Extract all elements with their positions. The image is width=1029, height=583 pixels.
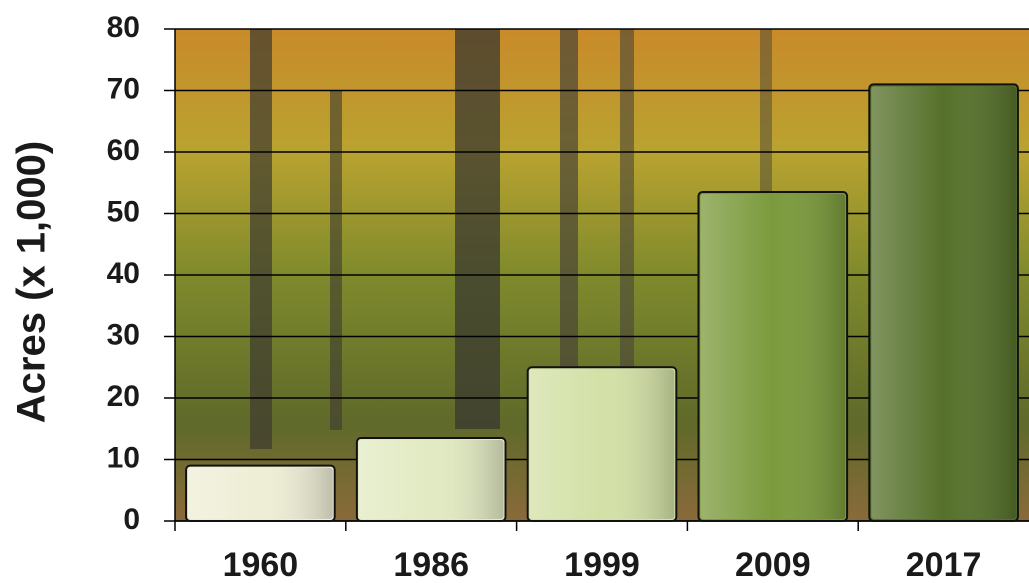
y-tick-label: 10 — [107, 441, 140, 474]
y-tick-label: 70 — [107, 72, 140, 105]
bar-sheen — [188, 467, 333, 519]
y-tick-label: 60 — [107, 134, 140, 167]
y-tick-label: 50 — [107, 195, 140, 228]
bar-sheen — [871, 86, 1016, 519]
bar-sheen — [529, 369, 675, 519]
y-tick-label: 80 — [107, 11, 140, 44]
x-tick-label: 1999 — [564, 546, 640, 583]
bar-sheen — [358, 439, 504, 519]
x-tick-label: 1960 — [223, 546, 299, 583]
y-axis-label: Acres (x 1,000) — [10, 141, 54, 423]
y-tick-label: 20 — [107, 380, 140, 413]
y-tick-label: 30 — [107, 318, 140, 351]
x-tick-label: 1986 — [393, 546, 469, 583]
y-tick-label: 0 — [123, 503, 140, 536]
x-tick-label: 2009 — [735, 546, 811, 583]
y-tick-label: 40 — [107, 257, 140, 290]
bar-sheen — [700, 193, 846, 519]
x-tick-label: 2017 — [906, 546, 982, 583]
